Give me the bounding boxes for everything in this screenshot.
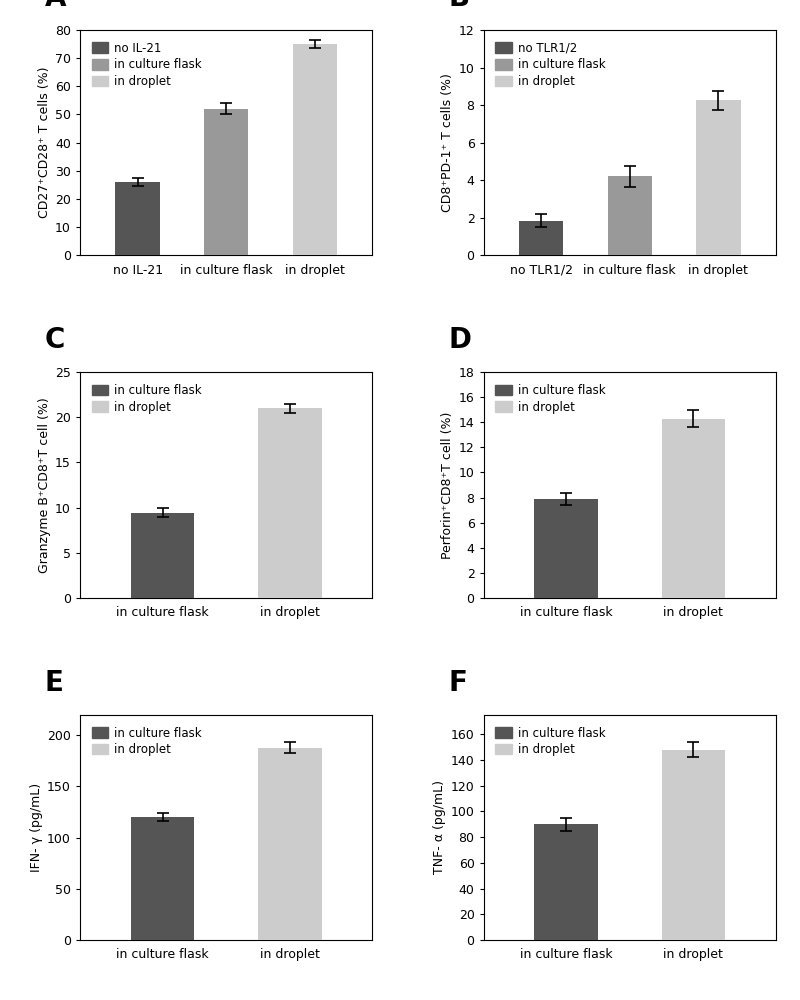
Bar [696,100,741,255]
Bar [534,499,598,598]
Y-axis label: CD27⁺CD28⁺ T cells (%): CD27⁺CD28⁺ T cells (%) [38,67,51,218]
Bar [534,824,598,940]
Bar [662,750,725,940]
Y-axis label: Granzyme B⁺CD8⁺T cell (%): Granzyme B⁺CD8⁺T cell (%) [38,397,51,573]
Bar [258,748,322,940]
Bar [258,408,322,598]
Bar [204,109,248,255]
Y-axis label: IFN- γ (pg/mL): IFN- γ (pg/mL) [30,783,43,872]
Legend: no IL-21, in culture flask, in droplet: no IL-21, in culture flask, in droplet [86,36,208,94]
Bar [293,44,337,255]
Legend: in culture flask, in droplet: in culture flask, in droplet [86,378,208,420]
Bar [662,419,725,598]
Y-axis label: Perforin⁺CD8⁺T cell (%): Perforin⁺CD8⁺T cell (%) [442,411,454,559]
Text: E: E [45,669,64,697]
Bar [608,176,652,255]
Legend: in culture flask, in droplet: in culture flask, in droplet [86,721,208,762]
Y-axis label: TNF- α (pg/mL): TNF- α (pg/mL) [434,780,446,874]
Text: C: C [45,326,66,354]
Y-axis label: CD8⁺PD-1⁺ T cells (%): CD8⁺PD-1⁺ T cells (%) [442,73,454,212]
Text: D: D [449,326,471,354]
Text: A: A [45,0,66,12]
Bar [131,513,194,598]
Text: B: B [449,0,470,12]
Bar [115,182,160,255]
Legend: no TLR1/2, in culture flask, in droplet: no TLR1/2, in culture flask, in droplet [490,36,611,94]
Legend: in culture flask, in droplet: in culture flask, in droplet [490,378,611,420]
Bar [131,817,194,940]
Legend: in culture flask, in droplet: in culture flask, in droplet [490,721,611,762]
Bar [519,221,563,255]
Text: F: F [449,669,467,697]
